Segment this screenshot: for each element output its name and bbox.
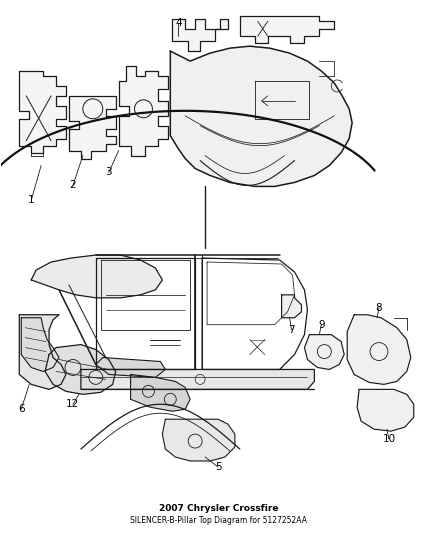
Text: 12: 12 [66, 399, 80, 409]
Text: 7: 7 [288, 325, 295, 335]
Polygon shape [131, 375, 190, 411]
Polygon shape [81, 369, 314, 389]
Text: 1: 1 [28, 196, 35, 205]
Polygon shape [357, 389, 414, 431]
Text: 4: 4 [175, 18, 182, 28]
Polygon shape [304, 335, 344, 369]
Text: SILENCER-B-Pillar Top Diagram for 5127252AA: SILENCER-B-Pillar Top Diagram for 512725… [131, 516, 307, 525]
Polygon shape [19, 315, 66, 389]
Polygon shape [170, 46, 352, 187]
Polygon shape [282, 295, 301, 318]
Polygon shape [119, 66, 168, 156]
Text: 10: 10 [382, 434, 396, 444]
Polygon shape [21, 318, 59, 372]
Text: 6: 6 [18, 404, 25, 414]
Polygon shape [69, 96, 116, 158]
Polygon shape [172, 19, 228, 51]
Text: 2: 2 [70, 181, 76, 190]
Text: 3: 3 [106, 167, 112, 177]
Text: 8: 8 [376, 303, 382, 313]
Text: 2007 Chrysler Crossfire: 2007 Chrysler Crossfire [159, 504, 279, 513]
Polygon shape [240, 17, 334, 43]
Polygon shape [347, 315, 411, 384]
Polygon shape [45, 345, 116, 394]
Polygon shape [162, 419, 235, 461]
Polygon shape [19, 71, 66, 152]
Text: 5: 5 [215, 462, 221, 472]
Polygon shape [96, 358, 165, 377]
Text: 9: 9 [318, 320, 325, 330]
Polygon shape [31, 255, 162, 298]
